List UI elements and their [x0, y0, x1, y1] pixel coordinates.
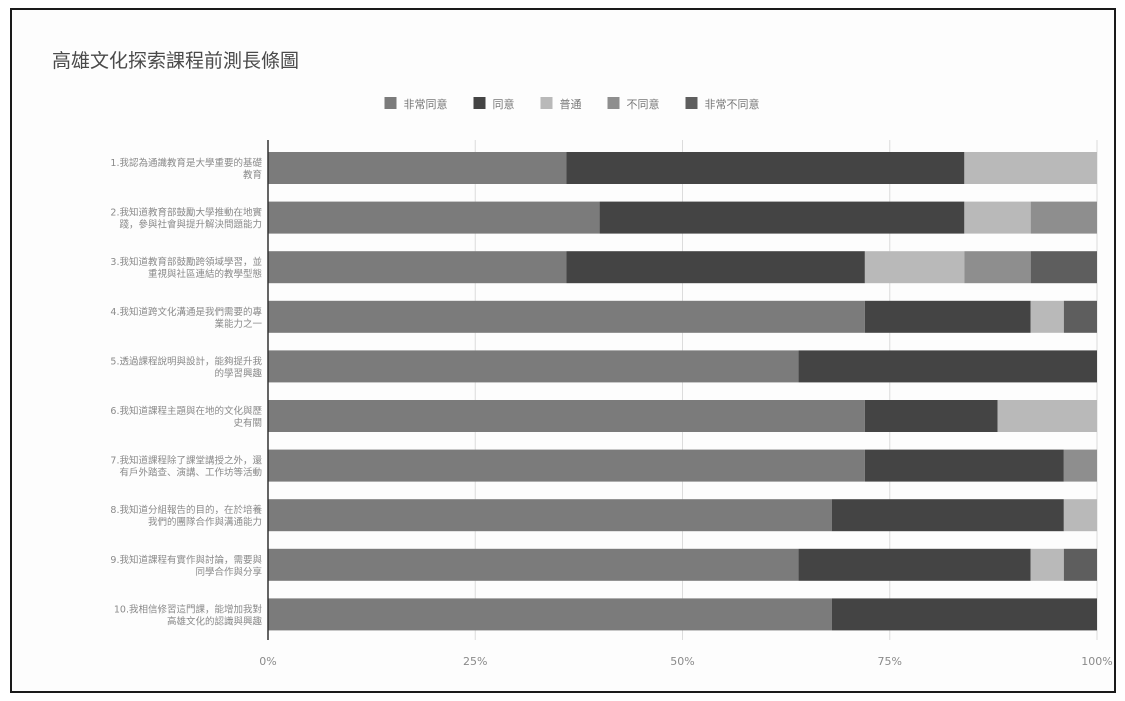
bar-row1-同意 — [566, 152, 965, 184]
bar-row4-同意 — [864, 300, 1031, 333]
bar-row6-同意 — [864, 400, 998, 432]
bar-row6-普通 — [997, 400, 1097, 432]
bar-row10-同意 — [831, 598, 1097, 631]
legend-label-2: 同意 — [493, 97, 515, 111]
category-label-line: 1.我認為通識教育是大學重要的基礎 — [110, 157, 262, 169]
bar-row8-同意 — [831, 499, 1064, 532]
category-label-10: 10.我相信修習這門課，能增加我對高雄文化的認識與興趣 — [114, 603, 263, 627]
category-label-6: 6.我知道課程主題與在地的文化與歷史有關 — [110, 405, 262, 429]
legend-swatch-5 — [685, 97, 698, 109]
bar-row3-不同意 — [964, 251, 1031, 284]
category-label-line: 8.我知道分組報告的目的，在於培養 — [110, 504, 262, 516]
legend-label-1: 非常同意 — [404, 97, 448, 111]
category-label-line: 5.透過課程說明與設計，能夠提升我 — [110, 355, 262, 367]
bar-row7-不同意 — [1063, 449, 1097, 482]
category-label-line: 的學習興趣 — [214, 367, 262, 379]
legend-swatch-4 — [607, 97, 620, 109]
category-label-line: 同學合作與分享 — [195, 566, 262, 578]
bar-row4-非常同意 — [268, 300, 865, 333]
category-label-1: 1.我認為通識教育是大學重要的基礎教育 — [110, 157, 262, 181]
category-label-9: 9.我知道課程有實作與討論，需要與同學合作與分享 — [110, 554, 262, 578]
category-label-4: 4.我知道跨文化溝通是我們需要的專業能力之一 — [110, 306, 262, 330]
chart-title: 高雄文化探索課程前測長條圖 — [52, 50, 299, 72]
category-label-7: 7.我知道課程除了課堂講授之外，還有戶外踏查、演講、工作坊等活動 — [110, 455, 262, 479]
category-labels: 1.我認為通識教育是大學重要的基礎教育 2.我知道教育部鼓勵大學推動在地實踐，參與… — [110, 157, 262, 627]
bar-row9-普通 — [1030, 548, 1064, 581]
category-label-3: 3.我知道教育部鼓勵跨領域學習，並重視與社區連結的教學型態 — [110, 256, 262, 280]
bar-row1-普通 — [964, 152, 1097, 184]
legend-swatch-3 — [540, 97, 553, 109]
x-tick-label-4: 75% — [878, 655, 902, 668]
category-label-5: 5.透過課程說明與設計，能夠提升我的學習興趣 — [110, 355, 262, 379]
bar-row5-非常同意 — [268, 350, 799, 383]
category-label-line: 有戶外踏查、演講、工作坊等活動 — [119, 467, 262, 479]
category-label-line: 我們的團隊合作與溝通能力 — [148, 516, 262, 528]
legend: 非常同意 同意 普通 不同意 非常不同意 — [384, 97, 760, 111]
bar-row6-非常同意 — [268, 400, 865, 432]
bar-row1-非常同意 — [268, 152, 567, 184]
category-label-line: 高雄文化的認識與興趣 — [167, 615, 263, 627]
category-label-line: 2.我知道教育部鼓勵大學推動在地實 — [110, 207, 262, 219]
bar-row3-非常同意 — [268, 251, 567, 284]
category-label-line: 9.我知道課程有實作與討論，需要與 — [110, 554, 262, 566]
bar-row2-同意 — [599, 201, 965, 234]
bar-row9-非常不同意 — [1063, 548, 1097, 581]
category-label-line: 10.我相信修習這門課，能增加我對 — [114, 603, 263, 615]
bar-row3-同意 — [566, 251, 865, 284]
bar-row4-非常不同意 — [1063, 300, 1097, 333]
category-label-line: 重視與社區連結的教學型態 — [148, 268, 262, 280]
bar-row3-非常不同意 — [1030, 251, 1097, 284]
bar-row8-非常同意 — [268, 499, 832, 532]
bars — [268, 152, 1097, 631]
legend-label-4: 不同意 — [627, 97, 660, 111]
bar-row2-普通 — [964, 201, 1031, 234]
bar-row2-非常同意 — [268, 201, 600, 234]
bar-row5-同意 — [798, 350, 1097, 383]
category-label-line: 業能力之一 — [214, 318, 262, 330]
bar-row4-普通 — [1030, 300, 1064, 333]
bar-row2-不同意 — [1030, 201, 1097, 234]
category-label-line: 6.我知道課程主題與在地的文化與歷 — [110, 405, 262, 417]
bar-row7-同意 — [864, 449, 1064, 482]
category-label-line: 3.我知道教育部鼓勵跨領域學習，並 — [110, 256, 262, 268]
bar-row9-非常同意 — [268, 548, 799, 581]
category-label-line: 史有關 — [233, 417, 262, 429]
x-tick-label-5: 100% — [1081, 655, 1112, 668]
x-axis-ticks: 0% 25% 50% 75% 100% — [259, 655, 1112, 668]
legend-label-5: 非常不同意 — [705, 97, 760, 111]
category-label-line: 教育 — [243, 169, 262, 181]
category-label-line: 踐，參與社會與提升解決問題能力 — [119, 219, 262, 231]
legend-swatch-1 — [384, 97, 397, 109]
bar-row8-普通 — [1063, 499, 1097, 532]
x-tick-label-3: 50% — [670, 655, 694, 668]
category-label-line: 7.我知道課程除了課堂講授之外，還 — [110, 455, 262, 467]
category-label-8: 8.我知道分組報告的目的，在於培養我們的團隊合作與溝通能力 — [110, 504, 262, 528]
bar-row3-普通 — [864, 251, 965, 284]
category-label-line: 4.我知道跨文化溝通是我們需要的專 — [110, 306, 262, 318]
legend-swatch-2 — [473, 97, 486, 109]
bar-row10-非常同意 — [268, 598, 832, 631]
bar-row9-同意 — [798, 548, 1031, 581]
bar-row7-非常同意 — [268, 449, 865, 482]
x-tick-label-1: 0% — [259, 655, 276, 668]
legend-label-3: 普通 — [560, 97, 582, 111]
category-label-2: 2.我知道教育部鼓勵大學推動在地實踐，參與社會與提升解決問題能力 — [110, 207, 262, 231]
x-tick-label-2: 25% — [463, 655, 487, 668]
